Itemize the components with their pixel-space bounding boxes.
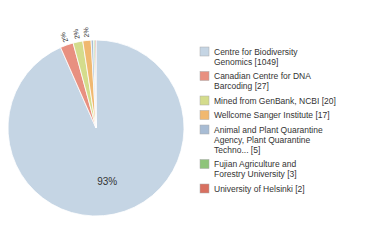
chart: 93%2%2%2%Centre for BiodiversityGenomics…: [0, 0, 380, 240]
legend-label-line: Genomics [1049]: [214, 57, 278, 67]
legend-label-line: Canadian Centre for DNA: [214, 71, 311, 81]
pie-slice: [83, 40, 96, 128]
pie-slice: [94, 40, 96, 128]
pie-slice: [73, 41, 96, 128]
legend-swatch: [200, 125, 209, 134]
data-labels: 93%2%2%2%: [59, 27, 117, 187]
legend-label: Centre for BiodiversityGenomics [1049]: [214, 47, 298, 67]
legend-label-line: Wellcome Sanger Institute [17]: [214, 110, 330, 120]
data-label: 93%: [97, 176, 117, 187]
legend-swatch: [200, 96, 209, 105]
legend-label-line: Barcoding [27]: [214, 81, 269, 91]
legend-swatch: [200, 160, 209, 169]
chart-container: 93%2%2%2%Centre for BiodiversityGenomics…: [0, 0, 380, 240]
legend-swatch: [200, 47, 209, 56]
legend-label: Mined from GenBank, NCBI [20]: [214, 96, 336, 106]
data-label: 2%: [59, 31, 69, 43]
legend-label-line: Forestry University [3]: [214, 169, 297, 179]
legend: Centre for BiodiversityGenomics [1049] Ca…: [200, 47, 336, 194]
legend-label: University of Helsinki [2]: [214, 184, 305, 194]
pie-slices: [8, 40, 184, 216]
legend-label: Animal and Plant QuarantineAgency, Plant…: [214, 125, 323, 155]
legend-swatch: [200, 72, 209, 81]
legend-swatch: [200, 184, 209, 193]
legend-label: Wellcome Sanger Institute [17]: [214, 110, 330, 120]
data-label: 2%: [72, 28, 81, 39]
legend-label: Canadian Centre for DNABarcoding [27]: [214, 71, 311, 91]
legend-label-line: Centre for Biodiversity: [214, 47, 298, 57]
legend-label: Fujian Agriculture andForestry Universit…: [214, 159, 297, 179]
pie-slice: [8, 40, 184, 216]
legend-label-line: Agency, Plant Quarantine: [214, 135, 311, 145]
legend-label-line: Techno... [5]: [214, 145, 260, 155]
legend-label-line: University of Helsinki [2]: [214, 184, 305, 194]
legend-label-line: Mined from GenBank, NCBI [20]: [214, 96, 336, 106]
pie-slice: [91, 40, 96, 128]
pie-slice: [95, 40, 97, 128]
legend-label-line: Animal and Plant Quarantine: [214, 125, 323, 135]
legend-swatch: [200, 111, 209, 120]
legend-label-line: Fujian Agriculture and: [214, 159, 296, 169]
data-label: 2%: [82, 27, 90, 38]
